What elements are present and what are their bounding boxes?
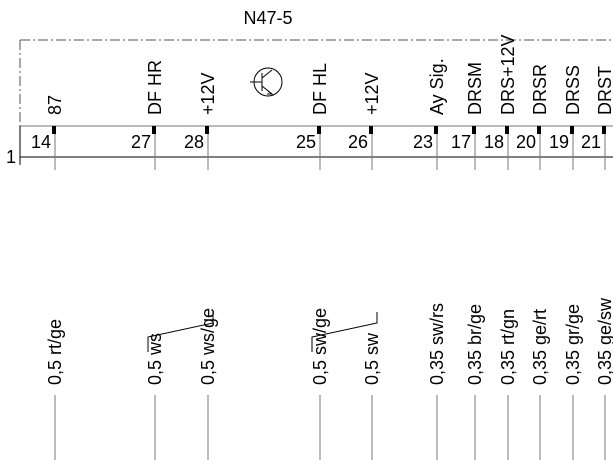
- pin-number: 21: [581, 132, 601, 152]
- twisted-pair: [147, 312, 214, 352]
- wire-spec: 0,35 sw/rs: [427, 303, 447, 385]
- pin-marker: [52, 126, 56, 134]
- pin-label: DRST: [595, 66, 613, 115]
- component-title: N47-5: [243, 8, 292, 28]
- pin-number: 28: [184, 132, 204, 152]
- wire-spec: 0,35 ge/sw: [595, 297, 613, 385]
- wire-spec: 0,5 sw/ge: [310, 308, 330, 385]
- pin-marker: [205, 126, 209, 134]
- pin-number: 17: [451, 132, 471, 152]
- pin-number: 18: [484, 132, 504, 152]
- pin-number: 19: [549, 132, 569, 152]
- wire-spec: 0,35 gr/ge: [563, 304, 583, 385]
- pin-number: 23: [413, 132, 433, 152]
- pin-label: 87: [45, 95, 65, 115]
- wire-spec: 0,35 ge/rt: [530, 309, 550, 385]
- pin-label: +12V: [198, 72, 218, 115]
- wire-spec: 0,5 ws: [145, 333, 165, 385]
- pin-number: 26: [348, 132, 368, 152]
- pin-marker: [505, 126, 509, 134]
- pin-marker: [369, 126, 373, 134]
- wire-spec: 0,35 rt/gn: [498, 309, 518, 385]
- component-border: [19, 39, 613, 126]
- twisted-pair: [311, 312, 378, 352]
- pin-number: 27: [131, 132, 151, 152]
- wire-spec: 0,35 br/ge: [465, 304, 485, 385]
- pin-label: +12V: [362, 72, 382, 115]
- pin-marker: [537, 126, 541, 134]
- pin-marker: [602, 126, 606, 134]
- pin-number: 20: [516, 132, 536, 152]
- wire-spec: 0,5 rt/ge: [45, 319, 65, 385]
- pin-label: Ay Sig.: [427, 58, 447, 115]
- pin-number: 25: [296, 132, 316, 152]
- transistor-symbol: [250, 67, 283, 97]
- line-label: 1: [6, 147, 16, 167]
- pin-marker: [472, 126, 476, 134]
- pin-label: DF HR: [145, 60, 165, 115]
- pin-marker: [570, 126, 574, 134]
- pin-marker: [434, 126, 438, 134]
- pin-marker: [152, 126, 156, 134]
- pin-marker: [317, 126, 321, 134]
- pin-label: DRS+12V: [498, 34, 518, 115]
- wire-spec: 0,5 sw: [362, 332, 382, 385]
- pin-label: DRSR: [530, 64, 550, 115]
- pin-label: DF HL: [310, 63, 330, 115]
- pin-number: 14: [31, 132, 51, 152]
- pin-label: DRSS: [563, 65, 583, 115]
- pin-label: DRSM: [465, 62, 485, 115]
- wire-spec: 0,5 ws/ge: [198, 308, 218, 385]
